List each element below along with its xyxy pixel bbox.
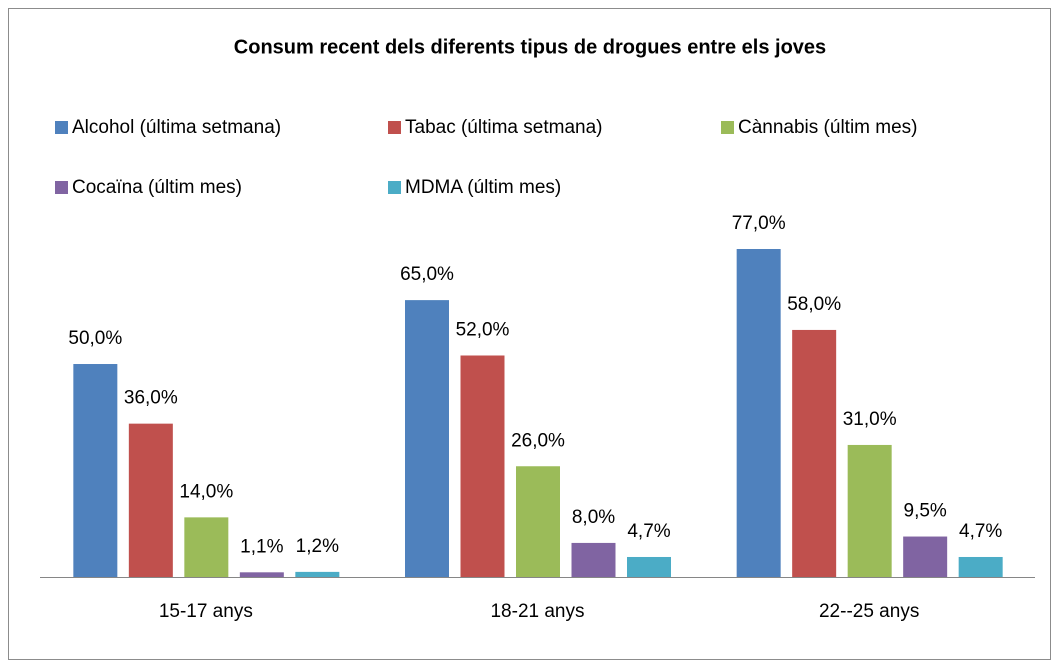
bar bbox=[295, 571, 340, 577]
chart-title: Consum recent dels diferents tipus de dr… bbox=[234, 36, 826, 58]
legend-swatch bbox=[55, 121, 68, 134]
x-tick-label: 22--25 anys bbox=[819, 601, 919, 622]
bar bbox=[958, 556, 1003, 577]
bar bbox=[903, 536, 948, 577]
legend-label: Cocaïna (últim mes) bbox=[72, 177, 242, 198]
legend-swatch bbox=[388, 121, 401, 134]
value-label: 26,0% bbox=[511, 430, 565, 451]
legend-label: Cànnabis (últim mes) bbox=[738, 117, 918, 138]
x-tick-label: 15-17 anys bbox=[159, 601, 253, 622]
bar bbox=[184, 517, 229, 577]
bar bbox=[239, 572, 284, 577]
bar bbox=[736, 249, 781, 577]
value-label: 31,0% bbox=[843, 409, 897, 430]
value-label: 58,0% bbox=[787, 294, 841, 315]
bar bbox=[128, 423, 173, 577]
legend-label: Alcohol (última setmana) bbox=[72, 117, 281, 138]
value-label: 52,0% bbox=[456, 320, 510, 341]
value-label: 9,5% bbox=[904, 501, 947, 522]
value-label: 4,7% bbox=[959, 521, 1002, 542]
value-label: 50,0% bbox=[68, 328, 122, 349]
legend-swatch bbox=[721, 121, 734, 134]
bar bbox=[73, 364, 118, 577]
legend-swatch bbox=[388, 181, 401, 194]
legend-swatch bbox=[55, 181, 68, 194]
legend-label: MDMA (últim mes) bbox=[405, 177, 561, 198]
value-label: 36,0% bbox=[124, 388, 178, 409]
bar bbox=[792, 329, 837, 577]
legend-label: Tabac (última setmana) bbox=[405, 117, 602, 138]
bar bbox=[516, 466, 560, 577]
value-label: 1,2% bbox=[296, 536, 339, 557]
value-label: 77,0% bbox=[732, 213, 786, 234]
bar bbox=[405, 300, 449, 577]
value-label: 8,0% bbox=[572, 507, 615, 528]
bar bbox=[627, 556, 671, 577]
x-tick-label: 18-21 anys bbox=[490, 601, 584, 622]
value-label: 65,0% bbox=[400, 264, 454, 285]
value-label: 1,1% bbox=[240, 536, 283, 557]
bar bbox=[847, 444, 892, 577]
bar bbox=[571, 542, 616, 577]
value-label: 4,7% bbox=[627, 521, 670, 542]
value-label: 14,0% bbox=[179, 481, 233, 502]
bar bbox=[460, 355, 505, 577]
